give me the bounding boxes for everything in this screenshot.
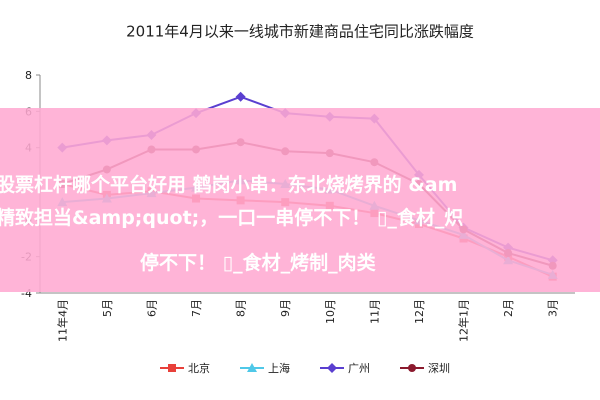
x-tick-label: 10月 [324, 299, 337, 324]
x-tick-label: 9月 [279, 299, 292, 317]
x-tick-label: 6月 [145, 299, 158, 317]
marker [235, 91, 246, 102]
x-tick-label: 12月 [413, 299, 426, 324]
marker [327, 363, 337, 373]
marker [168, 364, 176, 372]
ad-text[interactable]: 精致担当&amp;quot;，一口一串停不下！ ▯_食材_炽 [0, 207, 464, 229]
x-tick-label: 2月 [502, 299, 515, 317]
x-tick-label: 11月 [368, 299, 381, 324]
ad-overlay[interactable]: 股票杠杆哪个平台好用 鹤岗小串：东北烧烤界的 &am 精致担当&amp;quot… [0, 108, 600, 292]
ad-text[interactable]: 股票杠杆哪个平台好用 鹤岗小串：东北烧烤界的 &am [0, 174, 458, 196]
legend-label: 北京 [188, 361, 210, 375]
x-tick-label: 11年4月 [55, 299, 69, 342]
x-tick-label: 3月 [547, 299, 560, 317]
x-tick-label: 5月 [101, 299, 114, 317]
legend-label: 广州 [348, 362, 370, 375]
marker [408, 364, 416, 372]
chart-title: 2011年4月以来一线城市新建商品住宅同比涨跌幅度 [126, 23, 474, 41]
x-tick-label: 7月 [190, 299, 203, 317]
y-tick-label: -4 [21, 287, 32, 300]
legend-label: 深圳 [428, 362, 450, 375]
x-tick-label: 12年1月 [457, 299, 471, 342]
legend-label: 上海 [268, 361, 290, 375]
marker [247, 363, 257, 372]
y-tick-label: 8 [25, 69, 32, 82]
x-tick-label: 8月 [235, 299, 248, 317]
ad-text[interactable]: 停不下！ ▯_食材_烤制_肉类 [140, 252, 376, 274]
